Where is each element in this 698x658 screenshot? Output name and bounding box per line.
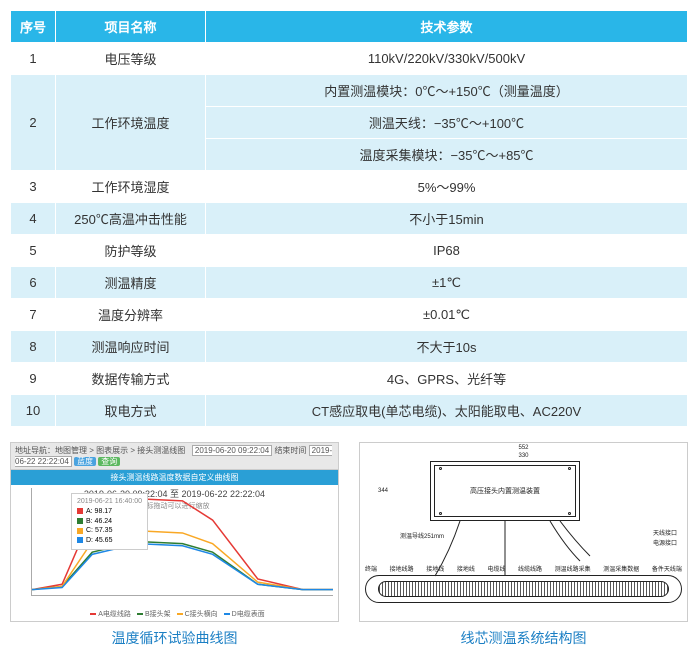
device-bottom-label: 接地线 xyxy=(457,564,475,573)
cell-num: 4 xyxy=(11,203,56,235)
chart-banner: 接头测温线路温度数据自定义曲线图 xyxy=(11,470,338,485)
btn-query[interactable]: 查询 xyxy=(98,457,120,466)
cell-param: 110kV/220kV/330kV/500kV xyxy=(206,43,688,75)
cell-num: 7 xyxy=(11,299,56,331)
device-bottom-label: 备件天线端 xyxy=(652,564,682,573)
cell-param: 不大于10s xyxy=(206,331,688,363)
device-bottom-label: 测温采集数据 xyxy=(603,564,639,573)
device-bottom-label: 电缆线 xyxy=(487,564,505,573)
chart-legend: 2019-06-21 16:40:00A: 98.17B: 46.24C: 57… xyxy=(71,493,148,550)
cell-param: 4G、GPRS、光纤等 xyxy=(206,363,688,395)
cell-param: 测温天线：−35℃～+100℃ xyxy=(206,107,688,139)
breadcrumb-text: 地址导航：地图管理 > 图表展示 > 接头测温线图 xyxy=(15,446,185,455)
cell-param: CT感应取电(单芯电缆)、太阳能取电、AC220V xyxy=(206,395,688,427)
dim-w1: 552 xyxy=(518,445,528,451)
cell-param: ±0.01℃ xyxy=(206,299,688,331)
cell-name: 工作环境温度 xyxy=(56,75,206,171)
cell-name: 测温响应时间 xyxy=(56,331,206,363)
table-row: 2工作环境温度内置测温模块：0℃～+150℃（测量温度） xyxy=(11,75,688,107)
right-label-1: 电源接口 xyxy=(653,538,677,547)
diagrams-row: 地址导航：地图管理 > 图表展示 > 接头测温线图 2019-06-20 09:… xyxy=(10,442,688,648)
cell-num: 1 xyxy=(11,43,56,75)
cell-num: 8 xyxy=(11,331,56,363)
cell-num: 6 xyxy=(11,267,56,299)
cell-name: 电压等级 xyxy=(56,43,206,75)
th-num: 序号 xyxy=(11,11,56,43)
cell-num: 2 xyxy=(11,75,56,171)
chart-diagram: 地址导航：地图管理 > 图表展示 > 接头测温线图 2019-06-20 09:… xyxy=(10,442,339,648)
table-row: 4250℃高温冲击性能不小于15min xyxy=(11,203,688,235)
table-row: 10取电方式CT感应取电(单芯电缆)、太阳能取电、AC220V xyxy=(11,395,688,427)
device-bottom-label: 接地线 xyxy=(426,564,444,573)
device-diagram: 552 330 344 高压接头内置测温装置 测温导线251m xyxy=(359,442,688,648)
cell-name: 取电方式 xyxy=(56,395,206,427)
device-placeholder: 552 330 344 高压接头内置测温装置 测温导线251m xyxy=(359,442,688,622)
cell-num: 3 xyxy=(11,171,56,203)
chart-caption: 温度循环试验曲线图 xyxy=(10,628,339,648)
time-to-label: 结束时间 xyxy=(274,446,306,455)
cell-name: 250℃高温冲击性能 xyxy=(56,203,206,235)
table-row: 5防护等级IP68 xyxy=(11,235,688,267)
th-param: 技术参数 xyxy=(206,11,688,43)
cell-name: 工作环境湿度 xyxy=(56,171,206,203)
cell-name: 温度分辨率 xyxy=(56,299,206,331)
table-row: 9数据传输方式4G、GPRS、光纤等 xyxy=(11,363,688,395)
btn-blue[interactable]: 蓝度 xyxy=(74,457,96,466)
cell-name: 测温精度 xyxy=(56,267,206,299)
th-name: 项目名称 xyxy=(56,11,206,43)
device-bottom-label: 线缆线路 xyxy=(518,564,542,573)
cell-num: 9 xyxy=(11,363,56,395)
right-label-0: 天线接口 xyxy=(653,528,677,537)
cell-name: 防护等级 xyxy=(56,235,206,267)
table-row: 6测温精度±1℃ xyxy=(11,267,688,299)
device-cable xyxy=(365,575,682,603)
cell-param: 温度采集模块：−35℃～+85℃ xyxy=(206,139,688,171)
cell-num: 10 xyxy=(11,395,56,427)
table-row: 8测温响应时间不大于10s xyxy=(11,331,688,363)
lead-label: 测温导线251mm xyxy=(400,531,444,540)
table-row: 1电压等级110kV/220kV/330kV/500kV xyxy=(11,43,688,75)
table-row: 3工作环境湿度5%～99% xyxy=(11,171,688,203)
spec-table: 序号 项目名称 技术参数 1电压等级110kV/220kV/330kV/500k… xyxy=(10,10,688,427)
cell-param: 5%～99% xyxy=(206,171,688,203)
device-bottom-label: 测温线路采集 xyxy=(555,564,591,573)
cell-num: 5 xyxy=(11,235,56,267)
dim-h: 344 xyxy=(378,488,388,494)
chart-footer: A电缆线路B接头架C接头横向D电缆表面 xyxy=(11,609,338,619)
device-bottom-label: 接地线路 xyxy=(390,564,414,573)
device-caption: 线芯测温系统结构图 xyxy=(359,628,688,648)
table-row: 7温度分辨率±0.01℃ xyxy=(11,299,688,331)
time-from: 2019-06-20 09:22:04 xyxy=(192,445,272,456)
cell-param: IP68 xyxy=(206,235,688,267)
device-bottom-label: 终端 xyxy=(365,564,377,573)
cell-param: 内置测温模块：0℃～+150℃（测量温度） xyxy=(206,75,688,107)
chart-placeholder: 地址导航：地图管理 > 图表展示 > 接头测温线图 2019-06-20 09:… xyxy=(10,442,339,622)
cell-name: 数据传输方式 xyxy=(56,363,206,395)
cell-param: ±1℃ xyxy=(206,267,688,299)
device-box: 高压接头内置测温装置 xyxy=(430,461,580,521)
cell-param: 不小于15min xyxy=(206,203,688,235)
dim-w2: 330 xyxy=(518,453,528,459)
chart-breadcrumb: 地址导航：地图管理 > 图表展示 > 接头测温线图 2019-06-20 09:… xyxy=(11,443,338,470)
device-box-label: 高压接头内置测温装置 xyxy=(431,486,579,496)
